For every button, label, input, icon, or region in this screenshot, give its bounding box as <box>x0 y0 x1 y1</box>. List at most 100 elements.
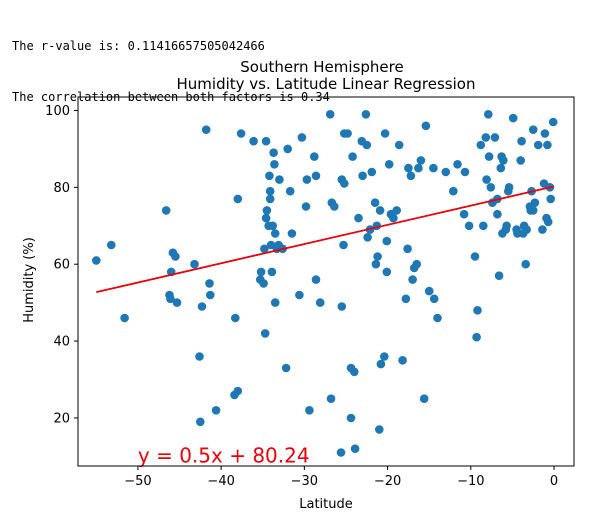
data-point <box>201 125 211 134</box>
data-point <box>416 156 426 165</box>
x-axis-ticks: −50 −40 −30 −20 −10 0 <box>124 466 558 489</box>
data-point <box>265 186 275 196</box>
data-point <box>525 202 535 211</box>
data-point <box>161 206 171 215</box>
data-point <box>233 386 243 396</box>
data-point <box>408 275 417 284</box>
data-point <box>315 298 325 307</box>
data-point <box>107 240 116 250</box>
y-tick-label: 20 <box>53 411 70 426</box>
data-point <box>302 175 312 184</box>
data-point <box>305 406 314 415</box>
data-point <box>382 236 392 246</box>
data-point <box>538 225 547 234</box>
data-point <box>311 275 321 284</box>
x-tick-label: −40 <box>207 474 234 489</box>
data-point <box>384 160 394 169</box>
y-tick-label: 100 <box>45 104 70 119</box>
data-point <box>166 294 175 304</box>
data-point <box>285 186 295 196</box>
data-point <box>533 140 543 150</box>
data-point <box>346 413 356 423</box>
data-point <box>362 140 372 150</box>
data-point <box>205 279 214 288</box>
data-point <box>502 221 511 231</box>
data-point <box>424 286 434 296</box>
data-point <box>521 259 530 269</box>
y-tick-label: 60 <box>53 258 70 273</box>
data-point <box>441 167 451 177</box>
chart-title-line-1: Southern Hemisphere <box>240 58 403 76</box>
x-axis-label: Latitude <box>299 497 353 512</box>
data-point <box>350 367 359 377</box>
data-point <box>120 313 129 323</box>
data-point <box>421 121 431 131</box>
data-point <box>412 259 422 269</box>
data-point <box>499 156 508 165</box>
data-point <box>348 152 357 161</box>
data-point <box>401 294 411 304</box>
data-point <box>459 209 469 219</box>
data-point <box>516 156 525 165</box>
data-point <box>540 129 550 138</box>
plot-frame <box>77 96 575 467</box>
data-point <box>197 302 207 311</box>
x-tick-label: −30 <box>291 474 318 489</box>
data-point <box>337 302 347 311</box>
data-point <box>460 167 470 177</box>
data-point <box>493 209 502 219</box>
data-point <box>486 183 496 192</box>
data-point <box>267 267 277 277</box>
data-point <box>403 244 412 254</box>
data-point <box>211 406 221 415</box>
data-point <box>517 136 526 146</box>
data-point <box>269 148 278 157</box>
data-point <box>367 167 377 177</box>
data-point <box>256 267 266 277</box>
data-point <box>375 206 385 215</box>
data-point <box>449 186 458 196</box>
data-point <box>297 133 307 142</box>
data-point <box>270 298 280 307</box>
y-axis-ticks: 20 40 60 80 100 <box>45 104 78 426</box>
data-points <box>92 110 558 457</box>
data-point <box>484 152 494 161</box>
data-point <box>518 229 528 238</box>
data-point <box>373 252 382 261</box>
data-point <box>361 110 371 119</box>
data-point <box>231 313 240 323</box>
data-point <box>504 183 514 192</box>
data-point <box>528 125 538 134</box>
data-point <box>311 171 321 181</box>
data-point <box>336 448 346 457</box>
data-point <box>543 140 552 150</box>
data-point <box>265 171 274 181</box>
data-point <box>325 110 335 119</box>
data-point <box>370 198 380 207</box>
data-point <box>546 194 555 204</box>
data-point <box>414 163 423 173</box>
data-point <box>548 117 558 127</box>
data-point <box>281 363 291 373</box>
data-point <box>453 160 462 169</box>
data-point <box>339 240 348 250</box>
data-point <box>190 259 199 269</box>
data-point <box>371 259 381 269</box>
data-point <box>265 194 275 204</box>
data-point <box>508 113 518 123</box>
data-point <box>340 179 349 188</box>
data-point <box>482 175 491 184</box>
data-point <box>473 306 482 315</box>
data-point <box>496 163 506 173</box>
data-point <box>275 175 284 184</box>
data-point <box>262 206 272 215</box>
data-point <box>206 290 215 300</box>
data-point <box>375 425 384 434</box>
y-tick-label: 80 <box>53 181 70 196</box>
data-point <box>260 329 270 338</box>
data-point <box>429 294 439 304</box>
data-point <box>380 352 389 361</box>
x-tick-label: −10 <box>457 474 484 489</box>
data-point <box>171 252 180 261</box>
